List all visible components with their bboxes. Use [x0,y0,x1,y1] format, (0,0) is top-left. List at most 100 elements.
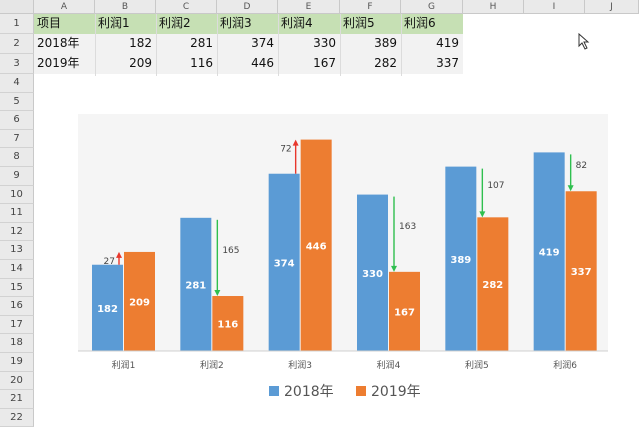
cell-a1[interactable]: 项目 [34,14,95,34]
cell-a3[interactable]: 2019年 [34,54,95,74]
cell-c1[interactable]: 利润2 [156,14,217,34]
bar-2018-4[interactable] [357,194,388,351]
cell-b1[interactable]: 利润1 [95,14,156,34]
row-header-10[interactable]: 10 [0,185,34,205]
bar-2019-2[interactable] [212,296,244,351]
category-label-6: 利润6 [553,359,577,371]
cell-gridline [401,14,402,76]
difference-arrowhead-5 [479,211,486,218]
difference-arrowhead-4 [391,265,397,272]
data-label-2019-6: 337 [571,267,592,278]
bar-2019-3[interactable] [300,139,332,351]
row-header-17[interactable]: 17 [0,315,34,335]
cell-gridline [340,14,341,76]
bar-2018-2[interactable] [180,217,212,351]
data-label-2019-1: 209 [129,297,150,308]
data-label-2018-1: 182 [97,304,118,315]
row-header-4[interactable]: 4 [0,74,34,93]
data-label-2019-3: 446 [306,241,327,252]
mouse-cursor-icon [578,33,590,50]
category-label-5: 利润5 [465,359,489,371]
column-header-e[interactable]: E [278,0,340,14]
data-label-2018-5: 389 [450,255,471,266]
cell-e1[interactable]: 利润4 [278,14,340,34]
row-header-11[interactable]: 11 [0,204,34,223]
row-header-12[interactable]: 12 [0,222,34,242]
row-header-8[interactable]: 8 [0,148,34,167]
bar-2019-5[interactable] [477,217,509,351]
difference-label-2: 165 [222,246,239,256]
row-header-1[interactable]: 1 [0,14,34,34]
bar-2018-6[interactable] [533,152,565,351]
row-header-16[interactable]: 16 [0,297,34,316]
legend-swatch-2019 [356,386,366,396]
select-all-corner[interactable] [0,0,34,14]
row-header-21[interactable]: 21 [0,390,34,409]
row-header-7[interactable]: 7 [0,129,34,149]
cell-d1[interactable]: 利润3 [217,14,278,34]
bar-2018-5[interactable] [445,166,477,351]
column-header-f[interactable]: F [340,0,401,14]
cell-a2[interactable]: 2018年 [34,34,95,54]
cell-gridline [156,14,157,76]
difference-label-1: 27 [104,257,115,267]
category-label-3: 利润3 [288,359,312,371]
cell-f3[interactable]: 282 [340,54,401,74]
row-header-6[interactable]: 6 [0,111,34,130]
cell-d3[interactable]: 446 [217,54,278,74]
column-header-a[interactable]: A [34,0,95,14]
column-header-h[interactable]: H [463,0,524,14]
cell-c2[interactable]: 281 [156,34,217,54]
category-label-2: 利润2 [200,359,224,371]
row-header-22[interactable]: 22 [0,408,34,427]
bar-2019-6[interactable] [565,191,597,351]
cell-c3[interactable]: 116 [156,54,217,74]
column-header-g[interactable]: G [401,0,463,14]
cell-e2[interactable]: 330 [278,34,340,54]
cell-b3[interactable]: 209 [95,54,156,74]
bar-2018-1[interactable] [92,264,123,351]
difference-arrowhead-6 [567,185,574,192]
category-label-4: 利润4 [377,359,401,371]
difference-arrowhead-1 [116,251,122,258]
difference-label-5: 107 [487,181,504,191]
data-label-2019-2: 116 [217,320,238,331]
cell-e3[interactable]: 167 [278,54,340,74]
row-header-18[interactable]: 18 [0,334,34,353]
cell-b2[interactable]: 182 [95,34,156,54]
column-header-b[interactable]: B [95,0,156,14]
column-header-i[interactable]: I [524,0,585,14]
cell-f1[interactable]: 利润5 [340,14,401,34]
bar-2019-4[interactable] [389,271,420,351]
row-header-2[interactable]: 2 [0,34,34,54]
cell-g2[interactable]: 419 [401,34,463,54]
row-header-19[interactable]: 19 [0,353,34,372]
row-header-20[interactable]: 20 [0,371,34,391]
cell-g1[interactable]: 利润6 [401,14,463,34]
difference-label-6: 82 [576,161,587,171]
bar-2018-3[interactable] [268,173,300,351]
data-label-2019-4: 167 [394,307,415,318]
row-header-15[interactable]: 15 [0,278,34,298]
row-header-3[interactable]: 3 [0,54,34,74]
row-header-14[interactable]: 14 [0,260,34,279]
cell-gridline [217,14,218,76]
cell-g3[interactable]: 337 [401,54,463,74]
bar-2019-1[interactable] [124,251,155,351]
cell-gridline [95,14,96,76]
column-header-j[interactable]: J [585,0,639,14]
difference-label-4: 163 [399,222,416,232]
row-header-13[interactable]: 13 [0,241,34,260]
data-label-2019-5: 282 [482,280,503,291]
column-header-c[interactable]: C [156,0,217,14]
legend-swatch-2018 [269,386,279,396]
bar-chart[interactable]: 182 209 27 利润1 281 116 165 利润2 374 446 72 利润3 330 167… [34,82,639,409]
row-header-9[interactable]: 9 [0,167,34,186]
cell-d2[interactable]: 374 [217,34,278,54]
column-header-d[interactable]: D [217,0,278,14]
cell-f2[interactable]: 389 [340,34,401,54]
data-label-2018-3: 374 [274,258,295,269]
difference-arrowhead-2 [214,290,221,297]
legend-label-2018: 2018年 [284,384,334,400]
row-header-5[interactable]: 5 [0,92,34,112]
